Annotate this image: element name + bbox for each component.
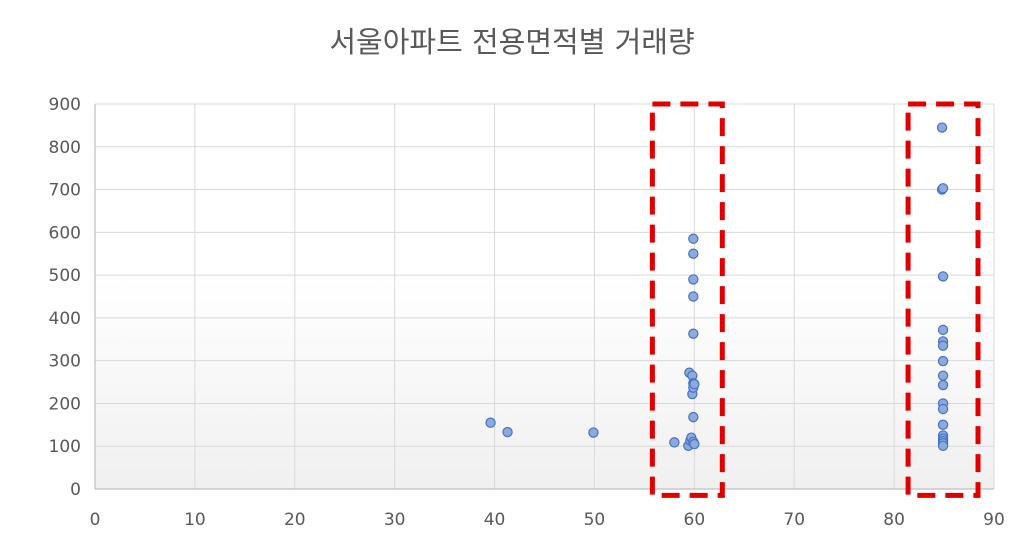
- data-point: [669, 437, 680, 448]
- data-point: [502, 426, 513, 438]
- data-point: [688, 328, 699, 339]
- chart-title: 서울아파트 전용면적별 거래량: [329, 25, 694, 59]
- data-point: [688, 274, 699, 285]
- y-tick-label: 400: [49, 309, 81, 329]
- x-tick-label: 60: [684, 510, 706, 530]
- x-tick-label: 0: [90, 510, 101, 530]
- y-tick-label: 500: [49, 266, 81, 286]
- data-point: [937, 340, 949, 351]
- y-tick-label: 600: [49, 223, 81, 243]
- data-point: [937, 370, 949, 381]
- data-point: [937, 183, 949, 194]
- y-tick-label: 300: [49, 352, 81, 372]
- x-tick-label: 80: [883, 510, 905, 530]
- y-tick-label: 0: [70, 480, 81, 500]
- data-point: [688, 291, 699, 302]
- data-point: [936, 122, 948, 133]
- data-point: [688, 248, 699, 259]
- x-tick-label: 90: [983, 510, 1005, 530]
- data-point: [689, 438, 700, 450]
- data-point: [689, 378, 700, 390]
- data-point: [688, 233, 699, 244]
- data-point: [937, 379, 949, 391]
- data-point: [937, 324, 949, 336]
- data-point: [937, 355, 949, 367]
- gridlines: [95, 103, 995, 489]
- y-tick-label: 700: [49, 181, 81, 201]
- highlight-box: [905, 101, 981, 498]
- x-tick-label: 20: [284, 510, 306, 530]
- y-tick-label: 800: [49, 138, 81, 158]
- data-point: [485, 417, 496, 428]
- axes: [94, 104, 994, 490]
- data-points: [485, 122, 949, 451]
- x-tick-label: 40: [484, 510, 506, 530]
- y-tick-label: 900: [49, 95, 81, 115]
- x-tick-label: 30: [384, 510, 406, 530]
- tick-labels: 0 100 200 300 400 500 600 700 800 900 0 10 20 30 40 50 6…: [49, 95, 1005, 530]
- x-tick-label: 50: [584, 510, 606, 530]
- data-point: [688, 411, 699, 423]
- data-point: [937, 419, 949, 431]
- x-tick-label: 70: [783, 510, 805, 530]
- y-tick-label: 200: [49, 394, 81, 414]
- y-tick-label: 100: [49, 437, 81, 457]
- highlight-boxes: [649, 101, 981, 498]
- highlight-box: [649, 101, 725, 498]
- data-point: [937, 403, 949, 415]
- data-point: [588, 427, 599, 438]
- plot-area: [95, 104, 994, 489]
- x-tick-label: 10: [184, 510, 206, 530]
- data-point: [937, 440, 949, 451]
- data-point: [937, 271, 949, 282]
